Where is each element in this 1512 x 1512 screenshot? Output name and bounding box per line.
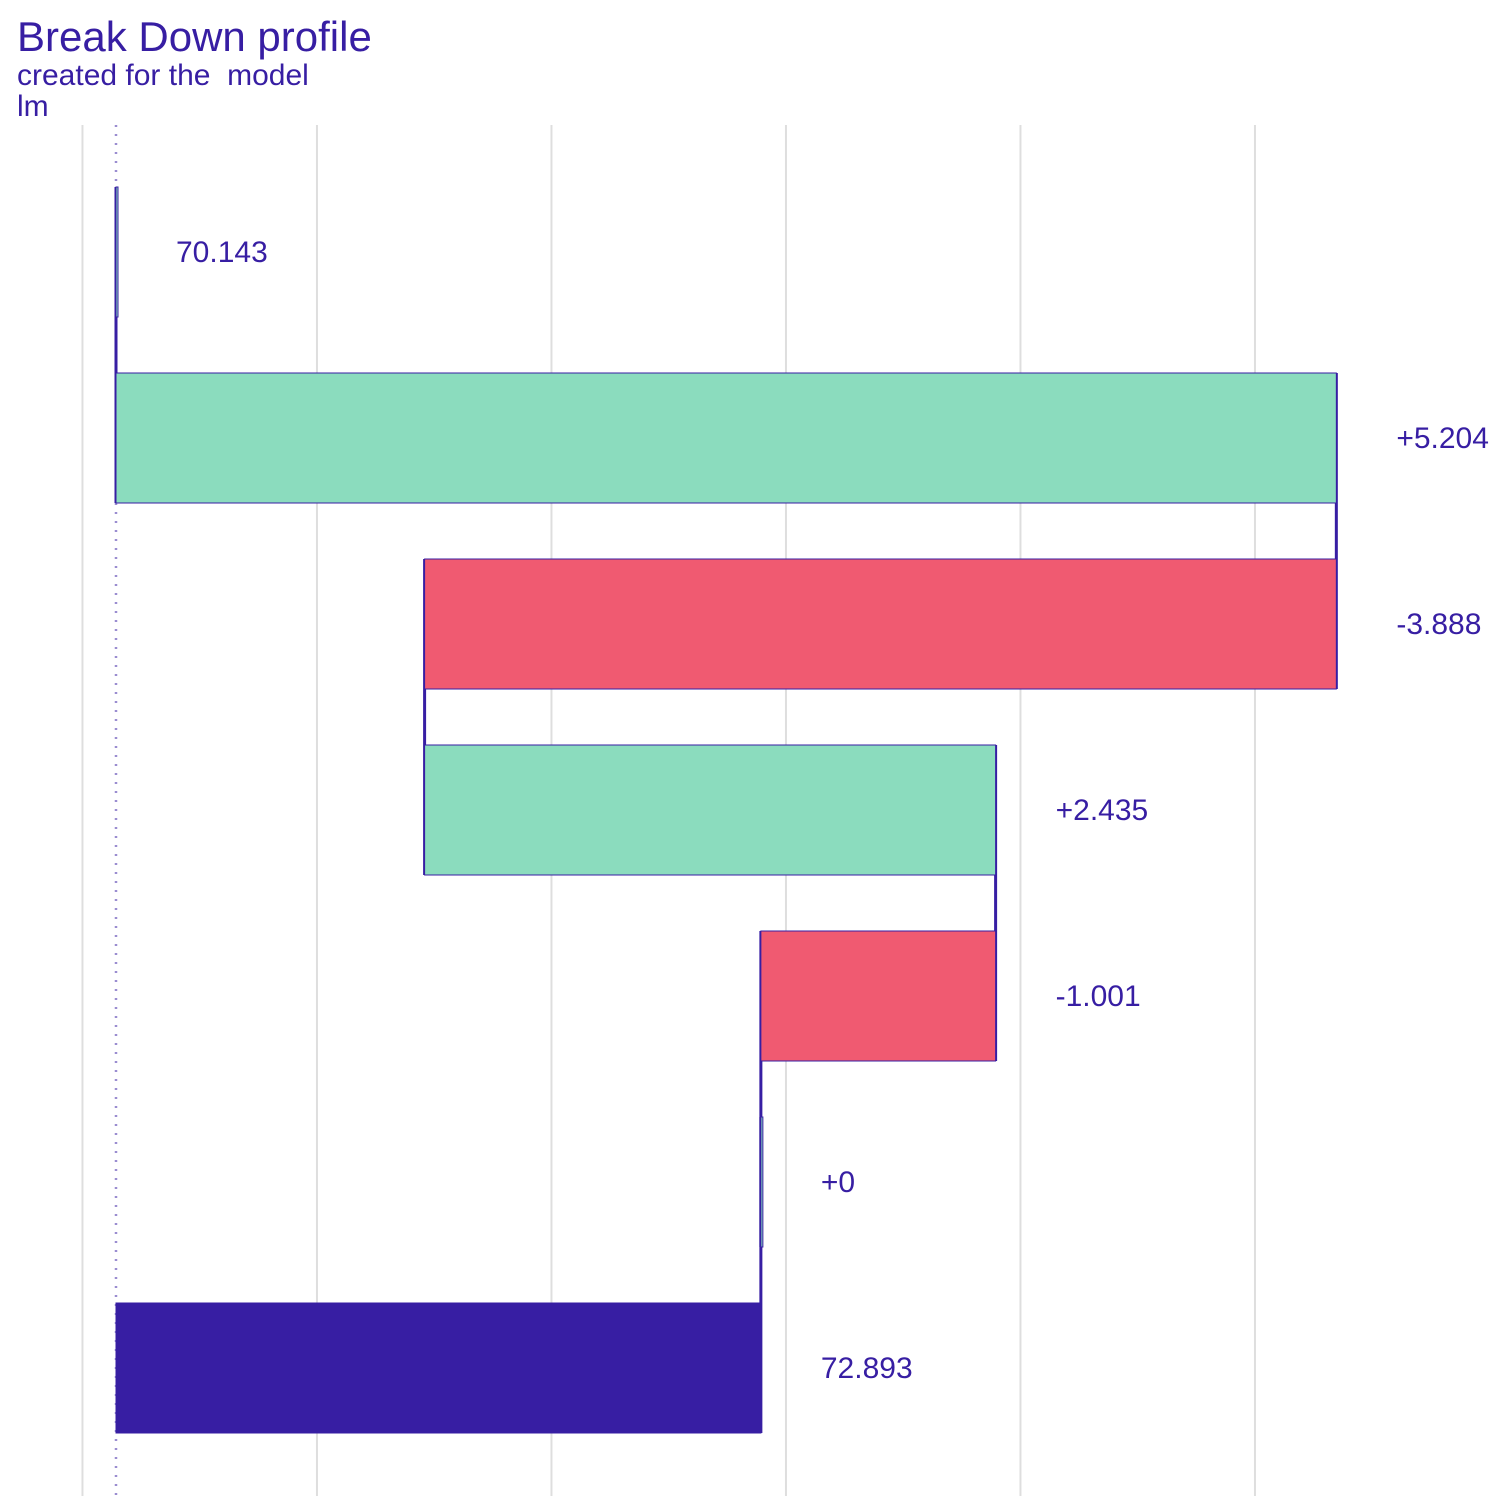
chart-title-block: Break Down profile created for the model… <box>17 13 372 123</box>
bar-value-label: 72.893 <box>821 1352 913 1385</box>
bar-value-label: -3.888 <box>1396 608 1481 641</box>
bar-positive <box>760 1116 764 1248</box>
bar-prediction <box>115 1302 762 1434</box>
bar-value-label: +5.204 <box>1396 422 1489 455</box>
bar-negative <box>760 930 997 1062</box>
bar-negative <box>424 558 1337 690</box>
bar-value-label: +0 <box>821 1166 855 1199</box>
bar-intercept <box>115 186 119 318</box>
bar-value-label: -1.001 <box>1056 980 1141 1013</box>
chart-title: Break Down profile <box>17 13 372 60</box>
chart-subtitle: created for the model <box>17 59 309 92</box>
bar-value-label: +2.435 <box>1056 794 1149 827</box>
bar-value-label: 70.143 <box>176 236 268 269</box>
chart-subtitle-model: lm <box>17 90 49 123</box>
bar-positive <box>424 744 997 876</box>
bar-positive <box>115 372 1337 504</box>
